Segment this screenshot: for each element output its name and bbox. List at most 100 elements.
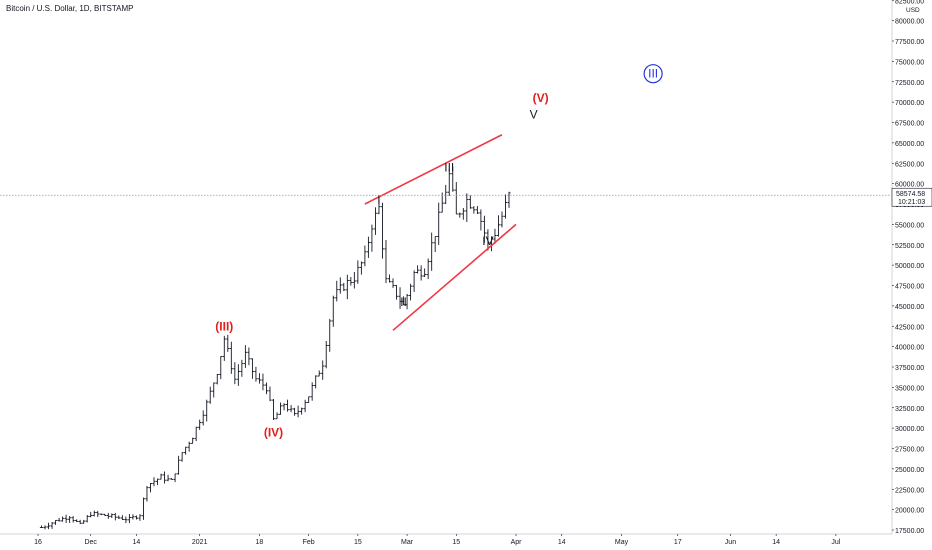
- ohlc-bar: [507, 191, 511, 208]
- ohlc-bar: [148, 482, 153, 493]
- ohlc-bar: [451, 166, 455, 192]
- ohlc-bar: [201, 410, 205, 426]
- time-tick-label: 16: [34, 539, 42, 546]
- ohlc-bar: [423, 268, 427, 277]
- trend-channel: [364, 134, 517, 331]
- ohlc-bar: [254, 366, 258, 382]
- currency-label: USD: [906, 7, 920, 14]
- ohlc-bar: [124, 516, 128, 524]
- ohlc-bar: [198, 419, 202, 430]
- ohlc-bar: [342, 282, 346, 292]
- price-tick-label: 52500.00: [895, 243, 924, 250]
- ohlc-bar: [106, 512, 110, 519]
- wave-circle-marker: [643, 64, 663, 84]
- wave-label: II: [400, 295, 407, 309]
- ohlc-bar: [321, 360, 325, 380]
- ohlc-bar: [187, 441, 191, 452]
- ohlc-bar: [61, 516, 65, 522]
- ohlc-bar: [169, 478, 174, 480]
- channel-lower-line[interactable]: [392, 223, 517, 331]
- price-tick-label: 45000.00: [895, 304, 924, 311]
- ohlc-bar: [82, 519, 86, 524]
- time-tick-label: Apr: [511, 539, 523, 546]
- time-tick-label: 18: [256, 539, 264, 546]
- ohlc-bar: [317, 370, 321, 377]
- ohlc-bar: [345, 274, 349, 300]
- time-tick-label: 15: [354, 539, 362, 546]
- time-axis[interactable]: 16 Dec 14 2021 18 Feb 15 Mar 15 Apr 14 May 17 Jun 14 Ju…: [0, 533, 892, 546]
- wave-label: (IV): [264, 425, 283, 439]
- last-price-value: 58574.58: [896, 191, 925, 198]
- price-tick-label: 40000.00: [895, 345, 924, 352]
- ohlc-bar: [152, 477, 156, 487]
- channel-upper-line[interactable]: [364, 134, 503, 205]
- ohlc-bar: [215, 373, 219, 385]
- ohlc-bar: [261, 373, 265, 391]
- price-tick-label: 75000.00: [895, 59, 924, 66]
- ohlc-bar: [472, 206, 476, 214]
- ohlc-bar: [240, 359, 244, 377]
- ohlc-bar: [243, 345, 247, 368]
- ohlc-bar: [366, 236, 371, 258]
- ohlc-bar: [468, 195, 472, 209]
- price-tick-label: 50000.00: [895, 263, 924, 270]
- ohlc-bar: [127, 513, 131, 524]
- price-tick-label: 72500.00: [895, 80, 924, 87]
- time-tick-label: Mar: [401, 539, 414, 546]
- ohlc-bar: [454, 182, 458, 215]
- last-price-badge: [891, 187, 932, 207]
- wave-label: IV: [482, 234, 493, 248]
- ohlc-bar: [162, 471, 167, 484]
- ohlc-bar: [437, 202, 441, 245]
- ohlc-bar: [184, 446, 188, 455]
- ohlc-bar: [43, 525, 47, 530]
- ohlc-bar: [458, 212, 462, 218]
- wave-label: III: [444, 160, 454, 174]
- ohlc-bar: [96, 510, 100, 518]
- price-tick-label: 22500.00: [895, 487, 924, 494]
- ohlc-bar: [78, 519, 82, 525]
- ohlc-bar: [89, 511, 93, 518]
- wave-label: (V): [533, 91, 549, 105]
- ohlc-bar: [307, 396, 311, 403]
- ohlc-bar: [180, 452, 184, 462]
- ohlc-bar: [394, 285, 399, 300]
- time-tick-label: Jul: [831, 539, 840, 546]
- ohlc-bar: [159, 473, 163, 480]
- time-tick-label: Jun: [725, 539, 736, 546]
- price-tick-label: 20000.00: [895, 508, 924, 515]
- ohlc-bar: [226, 334, 230, 352]
- ohlc-bar: [250, 358, 255, 379]
- ohlc-bar: [310, 382, 314, 401]
- price-tick-label: 37500.00: [895, 365, 924, 372]
- ohlc-bar: [331, 295, 335, 327]
- ohlc-bar: [289, 405, 293, 413]
- wave-label: III: [648, 67, 658, 81]
- ohlc-bar: [64, 514, 68, 523]
- ohlc-bar: [352, 271, 356, 289]
- ohlc-bar: [110, 513, 114, 519]
- ohlc-bar: [85, 515, 89, 523]
- ohlc-bar: [447, 169, 451, 196]
- ohlc-bar: [278, 402, 283, 415]
- price-tick-label: 42500.00: [895, 324, 924, 331]
- ohlc-bar: [247, 347, 251, 366]
- time-tick-label: Dec: [84, 539, 97, 546]
- countdown-value: 10:21:03: [898, 199, 925, 206]
- price-tick-label: 55000.00: [895, 222, 924, 229]
- ohlc-bar: [257, 373, 262, 384]
- ohlc-bar: [503, 194, 508, 219]
- price-axis[interactable]: 82500.00 80000.00 77500.00 75000.00 72500.00…: [891, 0, 932, 535]
- ohlc-bar: [356, 260, 360, 284]
- wave-label: (III): [215, 319, 233, 333]
- ohlc-bar: [120, 515, 124, 520]
- price-tick-label: 60000.00: [895, 182, 924, 189]
- ohlc-bar: [131, 514, 135, 520]
- price-tick-label: 17500.00: [895, 528, 924, 535]
- ohlc-bar: [233, 362, 237, 385]
- price-tick-label: 35000.00: [895, 385, 924, 392]
- ohlc-bar: [349, 276, 353, 286]
- ohlc-bar: [461, 207, 465, 220]
